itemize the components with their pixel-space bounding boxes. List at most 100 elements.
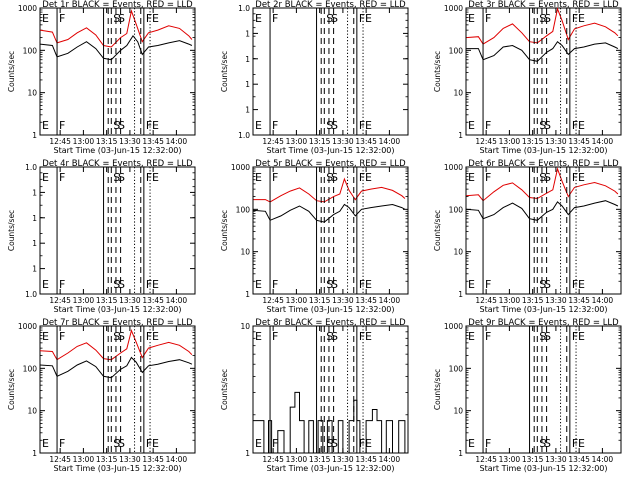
series-line-events (39, 356, 193, 379)
y-tick-label: 1000 (444, 322, 463, 331)
x-axis-label: Start Time (03-Jun-15 12:32:00) (267, 146, 395, 155)
detector-panel-9: Det 9r BLACK = Events, RED = LLD 1 10 100 10… (433, 318, 622, 473)
x-tick-label: 13:15 (522, 137, 544, 146)
time-marker-label: S (113, 278, 120, 291)
x-tick-label: 12:45 (49, 455, 71, 464)
time-marker-label: E (152, 171, 159, 184)
y-tick-label: 100 (236, 205, 251, 214)
y-axis-label: Counts/sec (7, 369, 16, 410)
panel-title: Det 5r BLACK = Events, RED = LLD (255, 159, 406, 169)
y-tick-label: 1 (32, 265, 37, 274)
time-marker-label: F (485, 119, 491, 132)
x-tick-label: 13:30 (119, 296, 141, 305)
time-marker-label: F (146, 171, 152, 184)
time-marker-label: F (272, 171, 278, 184)
plot-frame (39, 325, 196, 454)
x-tick-label: 13:00 (73, 137, 95, 146)
x-tick-label: 13:45 (355, 296, 377, 305)
time-marker-label: S (331, 171, 338, 184)
y-tick-label: 1 (245, 29, 250, 38)
x-tick-label: 14:00 (592, 296, 614, 305)
x-tick-label: 13:30 (332, 455, 354, 464)
y-tick-label: 10 (453, 407, 463, 416)
y-tick-label: 1 (245, 80, 250, 89)
x-tick-label: 12:45 (262, 296, 284, 305)
x-axis-label: Start Time (03-Jun-15 12:32:00) (267, 305, 395, 314)
x-tick-label: 12:45 (49, 296, 71, 305)
detector-panel-7: Det 7r BLACK = Events, RED = LLD 1 10 100 10… (7, 318, 196, 473)
x-tick-label: 13:30 (332, 137, 354, 146)
x-tick-label: 13:15 (522, 296, 544, 305)
detector-panel-5: Det 5r BLACK = Events, RED = LLD 1 10 100 10… (220, 159, 409, 314)
y-tick-label: 100 (23, 364, 38, 373)
time-marker-label: E (255, 437, 262, 450)
time-marker-label: F (359, 12, 365, 25)
time-marker-label: E (152, 12, 159, 25)
x-axis-label: Start Time (03-Jun-15 12:32:00) (54, 146, 182, 155)
x-tick-label: 13:45 (142, 455, 164, 464)
x-axis-label: Start Time (03-Jun-15 12:32:00) (267, 464, 395, 473)
time-marker-label: F (272, 330, 278, 343)
y-tick-label: 10 (453, 89, 463, 98)
time-marker-label: S (539, 437, 546, 450)
time-marker-label: S (113, 119, 120, 132)
time-marker-label: F (272, 278, 278, 291)
time-marker-label: S (326, 437, 333, 450)
time-marker-label: S (331, 278, 338, 291)
panel-title: Det 6r BLACK = Events, RED = LLD (468, 159, 619, 169)
y-tick-label: 1000 (444, 163, 463, 172)
y-tick-label: 10 (27, 407, 37, 416)
y-tick-label: 1.0 (238, 4, 250, 13)
y-axis-label: Counts/sec (7, 51, 16, 92)
series-line-events (466, 40, 619, 62)
panel-title: Det 8r BLACK = Events, RED = LLD (255, 318, 406, 328)
time-marker-label: F (59, 171, 65, 184)
time-marker-label: F (359, 119, 365, 132)
time-marker-label: S (118, 171, 125, 184)
x-tick-label: 13:30 (545, 455, 567, 464)
y-tick-label: 10 (27, 89, 37, 98)
y-tick-label: 100 (449, 205, 464, 214)
detector-panel-8: Det 8r BLACK = Events, RED = LLD 1 10 12:45… (220, 318, 409, 473)
plot-frame (252, 325, 409, 454)
y-axis-label: Counts/sec (433, 51, 442, 92)
x-axis-label: Start Time (03-Jun-15 12:32:00) (480, 146, 608, 155)
time-marker-label: E (578, 171, 585, 184)
time-marker-label: F (272, 119, 278, 132)
y-tick-label: 100 (449, 46, 464, 55)
time-marker-label: E (578, 119, 585, 132)
time-marker-label: E (578, 437, 585, 450)
plot-frame (465, 7, 622, 136)
y-tick-label: 100 (23, 46, 38, 55)
plot-frame (39, 166, 196, 295)
time-marker-label: F (485, 330, 491, 343)
time-marker-label: S (326, 330, 333, 343)
time-marker-label: F (272, 12, 278, 25)
time-marker-label: E (468, 437, 475, 450)
time-marker-label: F (59, 330, 65, 343)
y-tick-label: 1.0 (25, 163, 37, 172)
time-marker-label: E (42, 12, 49, 25)
y-tick-label: 1000 (18, 4, 37, 13)
y-tick-label: 1 (245, 106, 250, 115)
time-marker-label: F (59, 119, 65, 132)
x-tick-label: 13:30 (545, 137, 567, 146)
x-tick-label: 13:15 (96, 137, 118, 146)
series-line-events (253, 391, 406, 454)
x-tick-label: 13:15 (309, 455, 331, 464)
x-tick-label: 13:45 (568, 296, 590, 305)
time-marker-label: S (118, 12, 125, 25)
x-tick-label: 12:45 (262, 137, 284, 146)
time-marker-label: E (255, 171, 262, 184)
y-tick-label: 100 (449, 364, 464, 373)
detector-panel-2: Det 2r BLACK = Events, RED = LLD 1.0 1 1 1 1 1… (220, 0, 409, 155)
x-tick-label: 13:15 (309, 296, 331, 305)
time-marker-label: F (146, 330, 152, 343)
x-tick-label: 13:45 (355, 455, 377, 464)
panel-title: Det 4r BLACK = Events, RED = LLD (42, 159, 193, 169)
x-axis-label: Start Time (03-Jun-15 12:32:00) (54, 464, 182, 473)
time-marker-label: S (118, 119, 125, 132)
x-tick-label: 12:45 (475, 296, 497, 305)
time-marker-label: S (113, 171, 120, 184)
